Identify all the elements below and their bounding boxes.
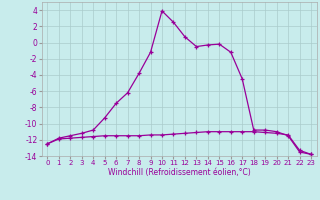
- X-axis label: Windchill (Refroidissement éolien,°C): Windchill (Refroidissement éolien,°C): [108, 168, 251, 177]
